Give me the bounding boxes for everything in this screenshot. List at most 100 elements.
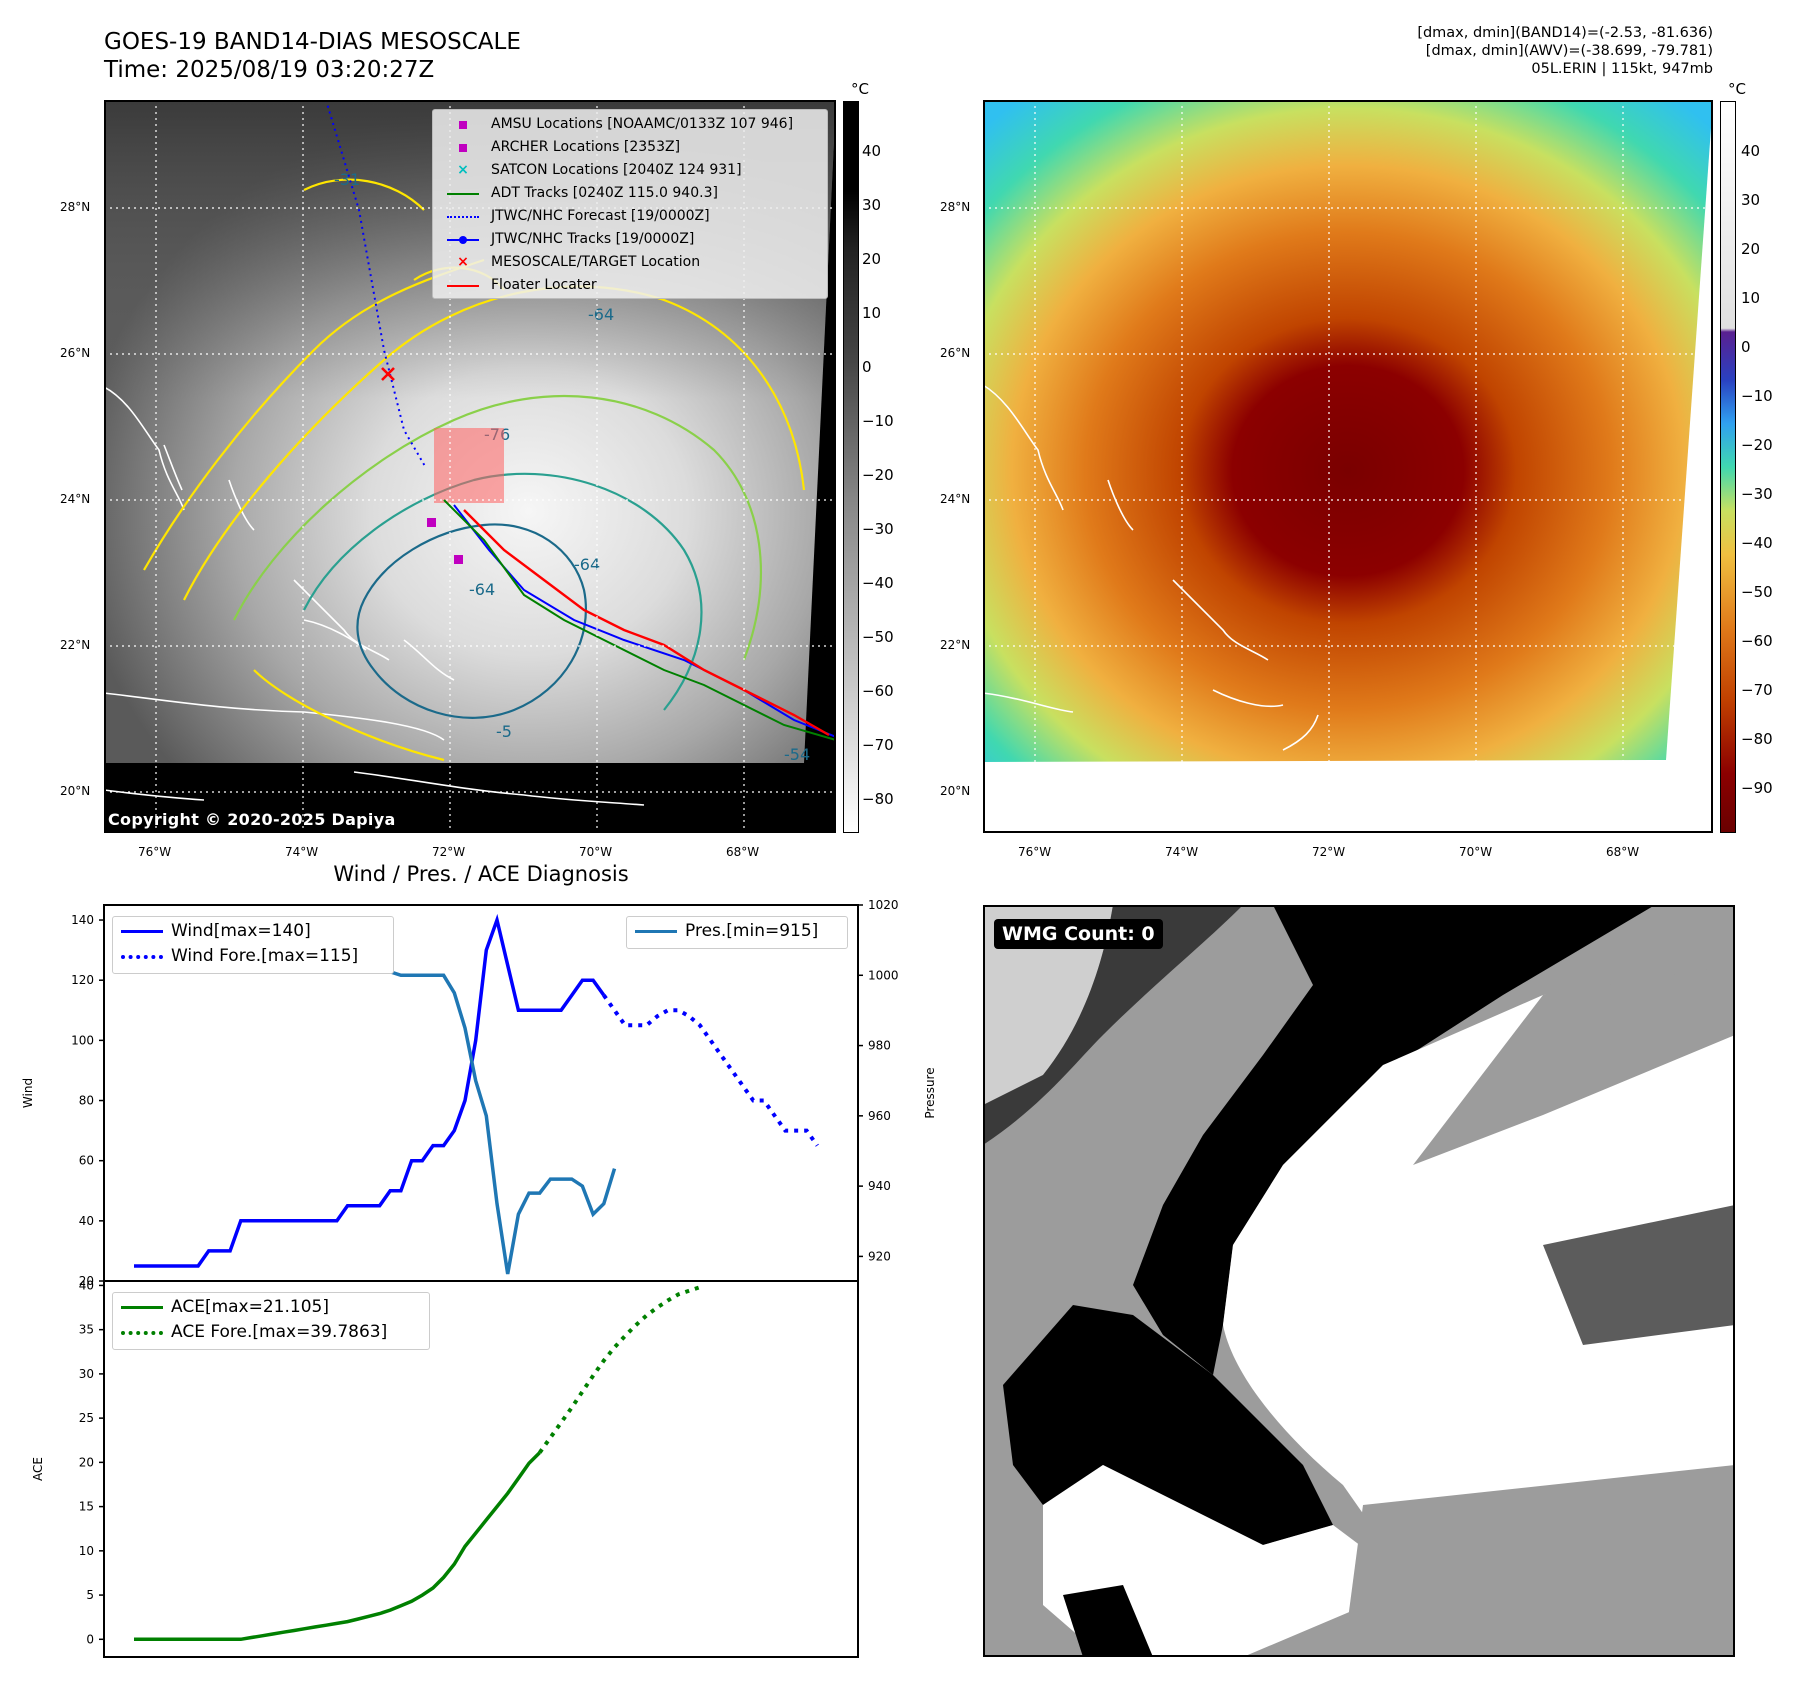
legend-item: JTWC/NHC Tracks [19/0000Z]	[441, 228, 819, 251]
colorbar-tick: 40	[862, 142, 882, 160]
y-tick-label: 20	[79, 1455, 94, 1469]
y-tick-label-right: 920	[868, 1249, 891, 1263]
lon-label: 68°W	[726, 845, 760, 859]
diagnosis-title: Wind / Pres. / ACE Diagnosis	[333, 862, 629, 886]
lon-label: 70°W	[579, 845, 613, 859]
colorbar-tick: −40	[862, 574, 894, 592]
awv-graticule	[983, 100, 1713, 833]
y-tick-label: 40	[79, 1278, 94, 1292]
wind-legend: Wind[max=140] Wind Fore.[max=115]	[112, 916, 394, 974]
lat-label: 22°N	[940, 638, 971, 652]
colorbar-tick: 0	[1741, 338, 1751, 356]
y-tick-label-right: 940	[868, 1179, 891, 1193]
series-line-ace-fore	[538, 1285, 701, 1454]
figure-title: GOES-19 BAND14-DIAS MESOSCALE Time: 2025…	[104, 28, 521, 84]
awv-colorbar-unit: °C	[1728, 80, 1746, 98]
colorbar-tick: 20	[862, 250, 882, 268]
y-tick-label: 35	[79, 1323, 94, 1337]
colorbar-tick: −60	[1741, 632, 1773, 650]
lon-label: 74°W	[1165, 845, 1199, 859]
title-line-1: GOES-19 BAND14-DIAS MESOSCALE	[104, 29, 521, 55]
contour-label: -54	[784, 745, 810, 764]
legend-item: AMSU Locations [NOAAMC/0133Z 107 946]	[441, 113, 819, 136]
colorbar-tick: −70	[862, 736, 894, 754]
colorbar-tick: −50	[1741, 583, 1773, 601]
colorbar-tick: 10	[1741, 289, 1761, 307]
lat-label: 28°N	[60, 200, 91, 214]
title-line-2: Time: 2025/08/19 03:20:27Z	[104, 57, 435, 83]
colorbar-tick: −30	[862, 520, 894, 538]
colorbar-tick: 0	[862, 358, 872, 376]
legend-item: Wind[max=140]	[121, 919, 385, 944]
wmg-count-label: WMG Count: 0	[994, 919, 1163, 949]
colorbar-tick: −80	[862, 790, 894, 808]
legend-item: JTWC/NHC Forecast [19/0000Z]	[441, 205, 819, 228]
meta-awv-range: [dmax, dmin](AWV)=(-38.699, -79.781)	[1425, 43, 1713, 59]
ir-map-frame	[104, 100, 836, 833]
lat-label: 24°N	[60, 492, 91, 506]
colorbar-tick: −10	[862, 412, 894, 430]
awv-satellite-map	[983, 100, 1713, 833]
colorbar-tick: −30	[1741, 485, 1773, 503]
awv-colorbar	[1720, 101, 1736, 833]
jtwc-forecast-track	[325, 100, 427, 469]
wind-ylabel: Wind	[21, 1078, 35, 1108]
series-line-wind	[134, 913, 606, 1268]
pressure-ylabel: Pressure	[923, 1067, 937, 1118]
colorbar-tick: −40	[1741, 534, 1773, 552]
lat-label: 26°N	[60, 346, 91, 360]
y-tick-label-right: 1000	[868, 968, 899, 982]
y-tick-label: 30	[79, 1367, 94, 1381]
y-tick-label: 5	[86, 1588, 94, 1602]
legend-item: ADT Tracks [0240Z 115.0 940.3]	[441, 182, 819, 205]
lon-label: 74°W	[285, 845, 319, 859]
floater-track	[463, 509, 830, 737]
lat-label: 20°N	[60, 784, 91, 798]
wmg-frame	[983, 905, 1735, 1657]
meta-band14-range: [dmax, dmin](BAND14)=(-2.53, -81.636)	[1417, 25, 1713, 41]
meta-storm-info: 05L.ERIN | 115kt, 947mb	[1531, 61, 1713, 77]
y-tick-label-right: 980	[868, 1039, 891, 1053]
lon-label: 70°W	[1459, 845, 1493, 859]
contour-label: -64	[588, 305, 614, 324]
colorbar-tick: 10	[862, 304, 882, 322]
legend-item: Wind Fore.[max=115]	[121, 944, 385, 969]
y-tick-label: 10	[79, 1544, 94, 1558]
contour-label: -64	[469, 580, 495, 599]
colorbar-tick: 20	[1741, 240, 1761, 258]
ir-colorbar-unit: °C	[851, 80, 869, 98]
y-tick-label: 40	[79, 1214, 94, 1228]
legend-item: ACE Fore.[max=39.7863]	[121, 1320, 421, 1345]
y-tick-label-right: 960	[868, 1109, 891, 1123]
colorbar-tick: 30	[862, 196, 882, 214]
y-tick-label: 140	[71, 913, 94, 927]
copyright-notice: Copyright © 2020-2025 Dapiya	[108, 810, 396, 829]
ace-axes-frame	[103, 1280, 859, 1658]
legend-item: Pres.[min=915]	[635, 919, 839, 944]
lon-label: 76°W	[138, 845, 172, 859]
contour-label: -5	[496, 722, 512, 741]
ir-colorbar	[843, 101, 859, 833]
ace-legend: ACE[max=21.105] ACE Fore.[max=39.7863]	[112, 1292, 430, 1350]
pressure-legend: Pres.[min=915]	[626, 916, 848, 949]
floater-box	[434, 428, 504, 503]
lat-label: 26°N	[940, 346, 971, 360]
ir-legend: AMSU Locations [NOAAMC/0133Z 107 946] AR…	[432, 109, 828, 299]
y-tick-label: 100	[71, 1033, 94, 1047]
lon-label: 72°W	[1312, 845, 1346, 859]
colorbar-tick: 30	[1741, 191, 1761, 209]
storm-metadata: [dmax, dmin](BAND14)=(-2.53, -81.636) [d…	[1417, 24, 1713, 78]
colorbar-tick: −20	[862, 466, 894, 484]
colorbar-tick: −50	[862, 628, 894, 646]
y-tick-label-right: 1020	[868, 900, 899, 912]
series-line-pres	[134, 920, 617, 1275]
y-tick-label: 25	[79, 1411, 94, 1425]
awv-map-frame	[983, 100, 1713, 833]
y-tick-label: 20	[79, 1274, 94, 1288]
legend-item: ARCHER Locations [2353Z]	[441, 136, 819, 159]
series-line-wind-fore	[602, 994, 819, 1147]
colorbar-tick: −70	[1741, 681, 1773, 699]
lon-label: 68°W	[1606, 845, 1640, 859]
y-tick-label: 15	[79, 1500, 94, 1514]
